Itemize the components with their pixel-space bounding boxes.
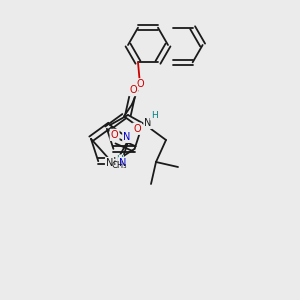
Text: N: N	[119, 158, 126, 168]
Text: O: O	[136, 79, 144, 89]
Text: N: N	[144, 118, 152, 128]
Text: CH₃: CH₃	[111, 161, 127, 170]
Text: O: O	[129, 85, 137, 95]
Text: H: H	[151, 110, 158, 119]
Text: O: O	[133, 124, 141, 134]
Text: N: N	[106, 158, 113, 168]
Text: O: O	[111, 130, 119, 140]
Text: H: H	[116, 155, 123, 164]
Text: N: N	[123, 132, 131, 142]
